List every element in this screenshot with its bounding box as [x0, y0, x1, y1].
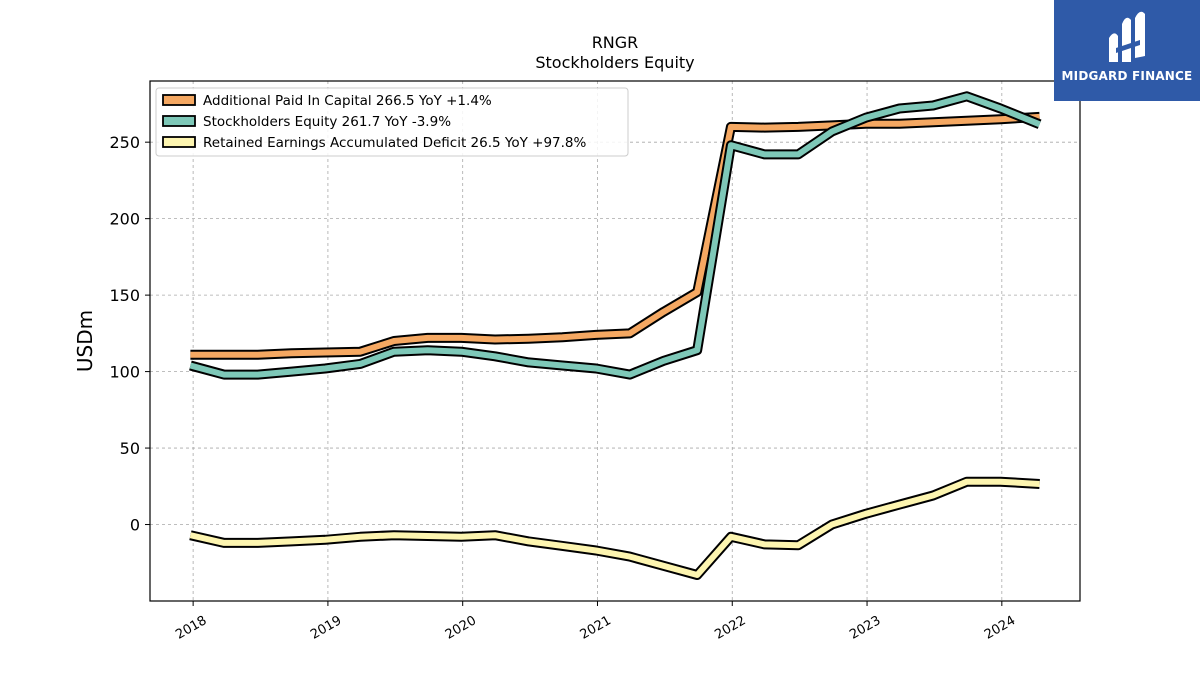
- series-3: [189, 476, 1040, 580]
- brand-logo: MIDGARD FINANCE: [1054, 0, 1200, 101]
- y-tick-label: 150: [109, 286, 140, 305]
- plot-frame: [149, 80, 1081, 602]
- series-1-line: [190, 113, 1040, 358]
- legend-swatch: [162, 115, 196, 127]
- logo-mark-icon: [1109, 11, 1145, 62]
- series-1: [190, 111, 1040, 360]
- y-tick-label: 50: [120, 439, 140, 458]
- legend-box: [155, 87, 629, 157]
- y-tick-label: 200: [109, 210, 140, 229]
- legend-label: Additional Paid In Capital 266.5 YoY +1.…: [203, 93, 492, 109]
- legend-swatch: [162, 94, 196, 106]
- chart-title: RNGR: [592, 33, 639, 52]
- y-axis-label: USDm: [73, 310, 97, 372]
- legend-swatch: [162, 136, 196, 148]
- series-2-line: [189, 93, 1041, 378]
- chart-subtitle: Stockholders Equity: [535, 53, 694, 72]
- legend-label: Retained Earnings Accumulated Deficit 26…: [203, 135, 587, 151]
- y-tick-label: 100: [109, 363, 140, 382]
- logo-text: MIDGARD FINANCE: [1061, 69, 1193, 83]
- series-2: [189, 91, 1042, 380]
- legend-label: Stockholders Equity 261.7 YoY -3.9%: [203, 114, 451, 130]
- y-tick-label: 0: [130, 516, 140, 535]
- legend: Additional Paid In Capital 266.5 YoY +1.…: [155, 87, 629, 157]
- y-axis: 0 50 100 150 200 250: [109, 133, 150, 535]
- series-3-line: [189, 478, 1040, 578]
- y-tick-label: 250: [109, 133, 140, 152]
- series-group: [189, 91, 1042, 580]
